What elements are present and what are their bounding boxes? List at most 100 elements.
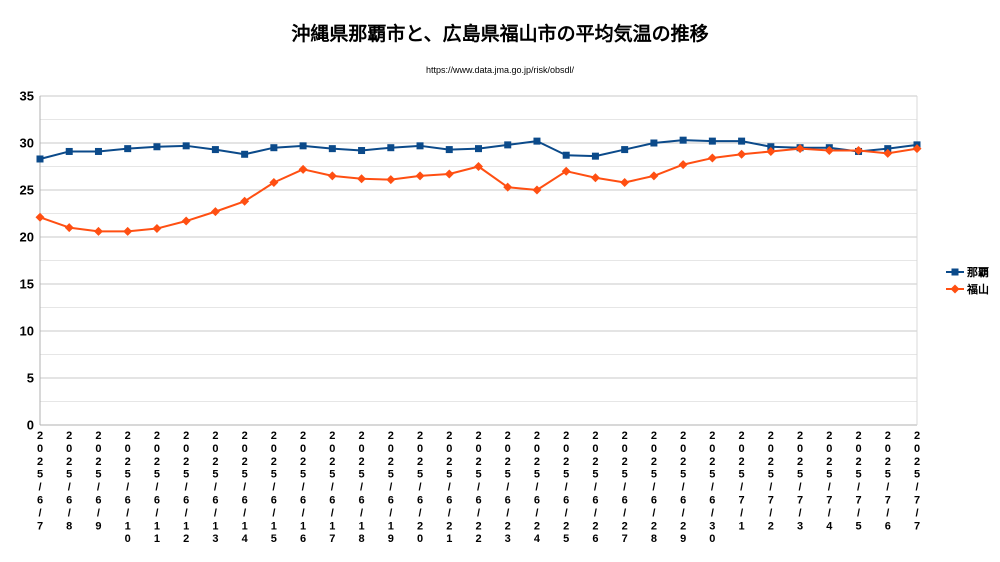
data-point bbox=[737, 149, 747, 159]
data-point bbox=[591, 152, 599, 160]
data-point bbox=[707, 153, 717, 163]
x-tick-label: 2 0 2 5/6/9 bbox=[95, 430, 101, 532]
x-tick-label: 2 0 2 5/6/1 7 bbox=[329, 430, 335, 545]
data-point bbox=[387, 144, 395, 152]
data-point bbox=[679, 136, 687, 144]
data-point bbox=[240, 196, 250, 206]
data-point bbox=[533, 137, 541, 145]
data-point bbox=[474, 162, 483, 171]
data-point bbox=[590, 173, 600, 183]
data-point bbox=[328, 145, 336, 153]
data-point bbox=[327, 171, 337, 181]
x-tick-label: 2 0 2 5/6/2 0 bbox=[417, 430, 423, 545]
data-point bbox=[386, 175, 396, 185]
x-tick-label: 2 0 2 5/6/3 0 bbox=[709, 430, 715, 545]
data-point bbox=[884, 145, 892, 153]
data-point bbox=[415, 171, 425, 181]
x-tick-label: 2 0 2 5/6/1 6 bbox=[300, 430, 306, 545]
data-point bbox=[824, 146, 834, 156]
y-tick-label: 20 bbox=[20, 230, 34, 245]
y-tick-label: 35 bbox=[20, 89, 34, 104]
x-tick-label: 2 0 2 5/6/2 9 bbox=[680, 430, 686, 545]
y-axis-ticks: 0 5 10 15 20 25 30 35 bbox=[20, 89, 34, 433]
series-layer bbox=[35, 136, 922, 236]
data-point bbox=[211, 146, 219, 154]
data-point bbox=[416, 142, 424, 150]
x-tick-label: 2 0 2 5/6/1 1 bbox=[154, 430, 160, 545]
data-point bbox=[504, 141, 512, 149]
legend-label: 那覇 bbox=[967, 266, 989, 279]
data-point bbox=[738, 137, 746, 145]
x-tick-label: 2 0 2 5/7/4 bbox=[826, 430, 833, 532]
data-point bbox=[298, 164, 308, 174]
x-tick-label: 2 0 2 5/6/2 2 bbox=[475, 430, 481, 545]
data-point bbox=[65, 147, 73, 155]
x-tick-label: 2 0 2 5/6/1 3 bbox=[212, 430, 218, 545]
minor-gridlines bbox=[40, 119, 917, 402]
data-point bbox=[210, 207, 220, 217]
x-tick-label: 2 0 2 5/6/1 9 bbox=[388, 430, 394, 545]
x-tick-label: 2 0 2 5/6/8 bbox=[66, 430, 72, 532]
data-point bbox=[503, 182, 513, 192]
x-tick-label: 2 0 2 5/6/1 5 bbox=[271, 430, 277, 545]
data-point bbox=[270, 144, 278, 152]
data-point bbox=[241, 150, 249, 158]
data-point bbox=[181, 216, 191, 226]
x-tick-label: 2 0 2 5/6/1 0 bbox=[125, 430, 131, 545]
data-point bbox=[795, 144, 805, 154]
data-point bbox=[767, 143, 775, 151]
data-point bbox=[912, 144, 922, 154]
data-point bbox=[475, 145, 482, 153]
data-point bbox=[766, 146, 776, 156]
x-tick-label: 2 0 2 5/6/1 2 bbox=[183, 430, 189, 545]
data-point bbox=[532, 185, 542, 195]
y-tick-label: 15 bbox=[20, 277, 34, 292]
x-tick-label: 2 0 2 5/6/7 bbox=[37, 430, 43, 532]
data-point bbox=[64, 223, 74, 233]
x-tick-label: 2 0 2 5/7/3 bbox=[797, 430, 803, 532]
data-point bbox=[678, 160, 688, 170]
x-tick-label: 2 0 2 5/7/1 bbox=[739, 430, 745, 532]
x-tick-label: 2 0 2 5/7/5 bbox=[855, 430, 861, 532]
legend-label: 福山 bbox=[966, 282, 989, 296]
x-axis-ticks: 2 0 2 5/6/7 2 0 2 5/6/8 2 0 2 5/6/9 2 0 2 5/6/1 0 2 0 2 5/6/… bbox=[37, 430, 920, 545]
y-tick-label: 0 bbox=[27, 418, 34, 433]
data-point bbox=[94, 147, 102, 155]
chart-title: 沖縄県那覇市と、広島県福山市の平均気温の推移 bbox=[291, 22, 708, 45]
x-tick-label: 2 0 2 5/6/2 4 bbox=[534, 430, 541, 545]
data-point bbox=[854, 146, 864, 156]
y-tick-label: 10 bbox=[20, 324, 34, 339]
major-gridlines bbox=[40, 95, 917, 379]
y-tick-label: 5 bbox=[27, 371, 34, 386]
data-point bbox=[269, 177, 279, 187]
data-point bbox=[445, 146, 453, 154]
data-point bbox=[444, 169, 454, 179]
x-tick-label: 2 0 2 5/7/2 bbox=[768, 430, 774, 532]
data-point bbox=[620, 177, 630, 187]
chart-subtitle: https://www.data.jma.go.jp/risk/obsdl/ bbox=[426, 65, 575, 75]
data-point bbox=[124, 145, 132, 153]
x-tick-label: 2 0 2 5/6/2 8 bbox=[651, 430, 657, 545]
data-point bbox=[123, 226, 133, 236]
x-tick-label: 2 0 2 5/6/1 8 bbox=[359, 430, 365, 545]
data-point bbox=[182, 142, 190, 150]
data-point bbox=[650, 139, 658, 147]
data-point bbox=[561, 166, 571, 176]
y-tick-label: 25 bbox=[20, 183, 34, 198]
data-point bbox=[649, 171, 659, 181]
data-point bbox=[153, 143, 161, 151]
data-point bbox=[621, 146, 629, 154]
x-tick-label: 2 0 2 5/6/2 1 bbox=[446, 430, 452, 545]
x-tick-label: 2 0 2 5/6/2 6 bbox=[592, 430, 598, 545]
data-point bbox=[93, 226, 103, 236]
legend-marker bbox=[950, 284, 960, 294]
data-point bbox=[883, 148, 893, 158]
x-tick-label: 2 0 2 5/6/2 3 bbox=[505, 430, 511, 545]
data-point bbox=[36, 155, 44, 163]
data-point bbox=[152, 224, 162, 234]
x-tick-label: 2 0 2 5/7/6 bbox=[885, 430, 891, 532]
data-point bbox=[357, 174, 367, 184]
data-point bbox=[35, 212, 45, 222]
